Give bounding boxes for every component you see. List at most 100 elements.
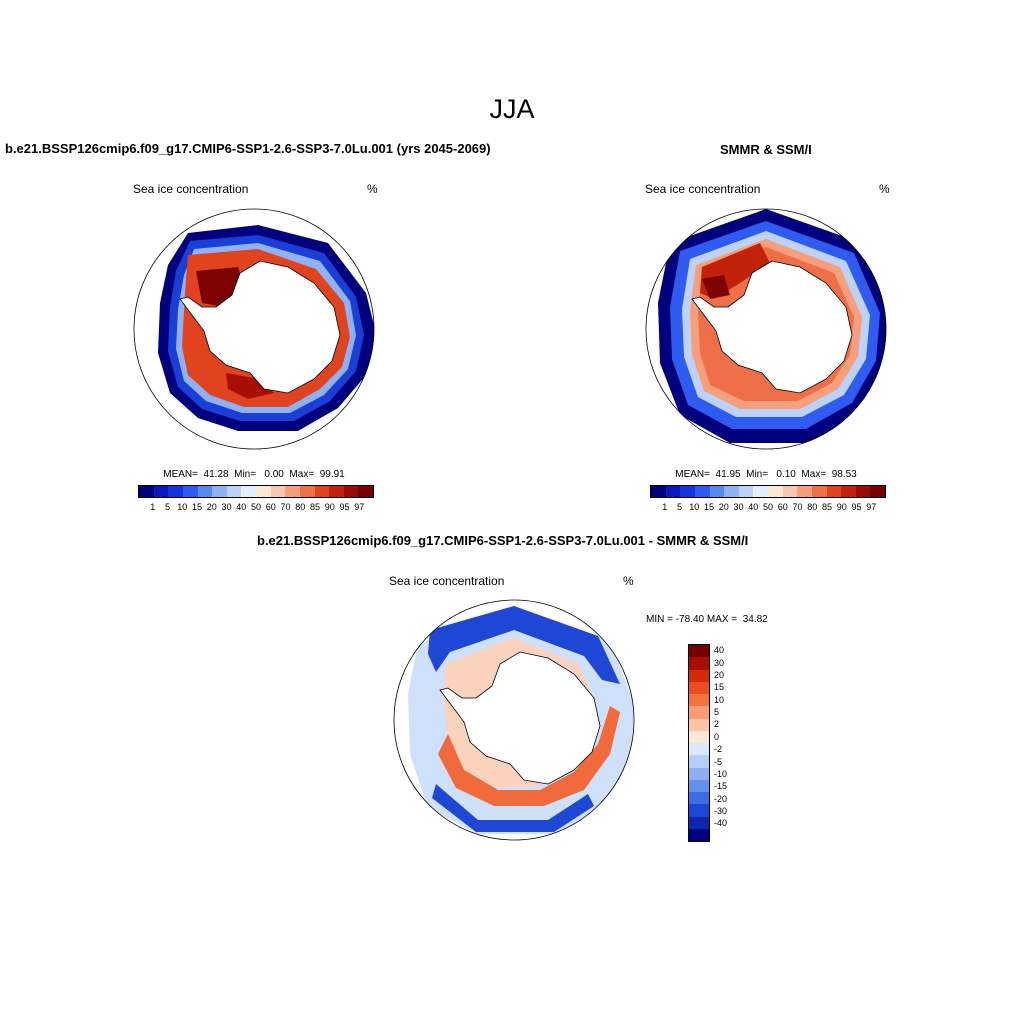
panel-1-ice-field [158, 225, 374, 431]
colorbar-swatch [680, 486, 695, 497]
panel-3-colorbar-ticks: 40 30 20 15 10 5 2 0 -2 -5 -10 -15 -20 -30 -40 [714, 644, 754, 842]
colorbar-tick-label: 90 [836, 502, 847, 512]
colorbar-tick-label: 80 [295, 502, 306, 512]
panel-2-ice-field [658, 209, 886, 443]
colorbar-swatch [689, 669, 709, 682]
colorbar-tick-label: 80 [807, 502, 818, 512]
panel-3-diff-dark-blue [428, 606, 620, 684]
panel-2-antarctica [691, 260, 853, 394]
colorbar-swatch [870, 486, 885, 497]
colorbar-tick-label: -2 [714, 744, 723, 755]
colorbar-tick-label: -10 [714, 768, 728, 779]
colorbar-tick-label: 70 [280, 502, 291, 512]
colorbar-tick-label: -5 [714, 756, 723, 767]
colorbar-swatch [689, 828, 709, 841]
colorbar-tick-label: 10 [714, 694, 725, 705]
panel-3-title: b.e21.BSSP126cmip6.f09_g17.CMIP6-SSP1-2.… [257, 533, 749, 548]
panel-1-map-border [133, 208, 375, 450]
colorbar-tick-label: 2 [714, 719, 720, 730]
panel-2-map [645, 208, 887, 450]
colorbar-tick-label: 5 [676, 502, 683, 512]
colorbar-tick-label: -30 [714, 806, 728, 817]
colorbar-swatch [197, 486, 213, 497]
colorbar-swatch [855, 486, 871, 497]
colorbar-swatch [329, 486, 344, 497]
colorbar-swatch [689, 804, 709, 817]
colorbar-swatch [651, 486, 666, 497]
colorbar-swatch [689, 718, 709, 731]
panel-2-variable-label: Sea ice concentration [645, 182, 761, 196]
colorbar-swatch [689, 730, 709, 743]
colorbar-swatch [689, 645, 709, 658]
panel-2-colorbar-ticks: 1 5 10 15 20 30 40 50 60 70 80 85 90 95 97 [650, 502, 886, 514]
colorbar-tick-label: 90 [324, 502, 335, 512]
panel-1-colorbar-ticks: 1 5 10 15 20 30 40 50 60 70 80 85 90 95 97 [138, 502, 374, 514]
colorbar-swatch [689, 816, 709, 829]
colorbar-tick-label: 50 [762, 502, 774, 512]
panel-1-map [133, 208, 375, 450]
colorbar-swatch [689, 767, 709, 780]
panel-1-stats: MEAN= 41.28 Min= 0.00 Max= 99.91 [163, 469, 345, 480]
panel-3-diff-field [408, 606, 634, 834]
colorbar-swatch [826, 486, 842, 497]
colorbar-tick-label: 15 [703, 502, 715, 512]
colorbar-tick-label: 40 [236, 502, 247, 512]
colorbar-swatch [689, 706, 709, 719]
colorbar-swatch [343, 486, 359, 497]
colorbar-tick-label: 20 [714, 669, 725, 680]
colorbar-tick-label: 5 [714, 707, 720, 718]
colorbar-swatch [314, 486, 330, 497]
colorbar-tick-label: 97 [866, 502, 877, 512]
colorbar-tick-label: 95 [339, 502, 350, 512]
colorbar-swatch [168, 486, 183, 497]
colorbar-swatch [689, 792, 709, 805]
panel-2-map-border [645, 208, 887, 450]
colorbar-swatch [256, 486, 271, 497]
colorbar-swatch [738, 486, 754, 497]
panel-1-units-label: % [367, 182, 378, 196]
colorbar-tick-label: 15 [191, 502, 203, 512]
colorbar-swatch [753, 486, 768, 497]
colorbar-swatch [270, 486, 286, 497]
colorbar-swatch [665, 486, 681, 497]
colorbar-tick-label: 50 [250, 502, 262, 512]
colorbar-swatch [285, 486, 300, 497]
colorbar-tick-label: -20 [714, 793, 728, 804]
colorbar-swatch [689, 657, 709, 670]
panel-3-units-label: % [623, 574, 634, 588]
colorbar-tick-label: 40 [748, 502, 759, 512]
figure-title: JJA [489, 94, 535, 124]
panel-1-colorbar [138, 485, 374, 498]
colorbar-swatch [782, 486, 798, 497]
colorbar-swatch [212, 486, 227, 497]
panel-3-map [393, 599, 635, 841]
colorbar-swatch [724, 486, 739, 497]
colorbar-swatch [841, 486, 856, 497]
colorbar-swatch [153, 486, 169, 497]
colorbar-tick-label: 0 [714, 731, 720, 742]
panel-2-ice-pack-darkest [702, 275, 730, 299]
colorbar-swatch [689, 755, 709, 768]
colorbar-tick-label: 10 [689, 502, 700, 512]
panel-3-antarctica [439, 651, 601, 785]
colorbar-swatch [709, 486, 725, 497]
colorbar-tick-label: 40 [714, 645, 725, 656]
colorbar-tick-label: -40 [714, 818, 728, 829]
colorbar-swatch [226, 486, 242, 497]
colorbar-swatch [299, 486, 315, 497]
panel-1-antarctica [179, 260, 341, 394]
panel-3-minmax: MIN = -78.40 MAX = 34.82 [646, 614, 768, 625]
panel-3-diff-red [438, 706, 620, 806]
panel-3-variable-label: Sea ice concentration [389, 574, 505, 588]
panel-1-variable-label: Sea ice concentration [133, 182, 249, 196]
colorbar-tick-label: 5 [164, 502, 171, 512]
colorbar-swatch [689, 743, 709, 756]
colorbar-tick-label: 20 [206, 502, 217, 512]
panel-1-title: b.e21.BSSP126cmip6.f09_g17.CMIP6-SSP1-2.… [5, 141, 491, 156]
colorbar-tick-label: 85 [821, 502, 833, 512]
colorbar-swatch [694, 486, 710, 497]
colorbar-swatch [768, 486, 783, 497]
panel-3-colorbar [688, 644, 710, 842]
panel-3-map-border [393, 599, 635, 841]
colorbar-tick-label: 30 [733, 502, 744, 512]
